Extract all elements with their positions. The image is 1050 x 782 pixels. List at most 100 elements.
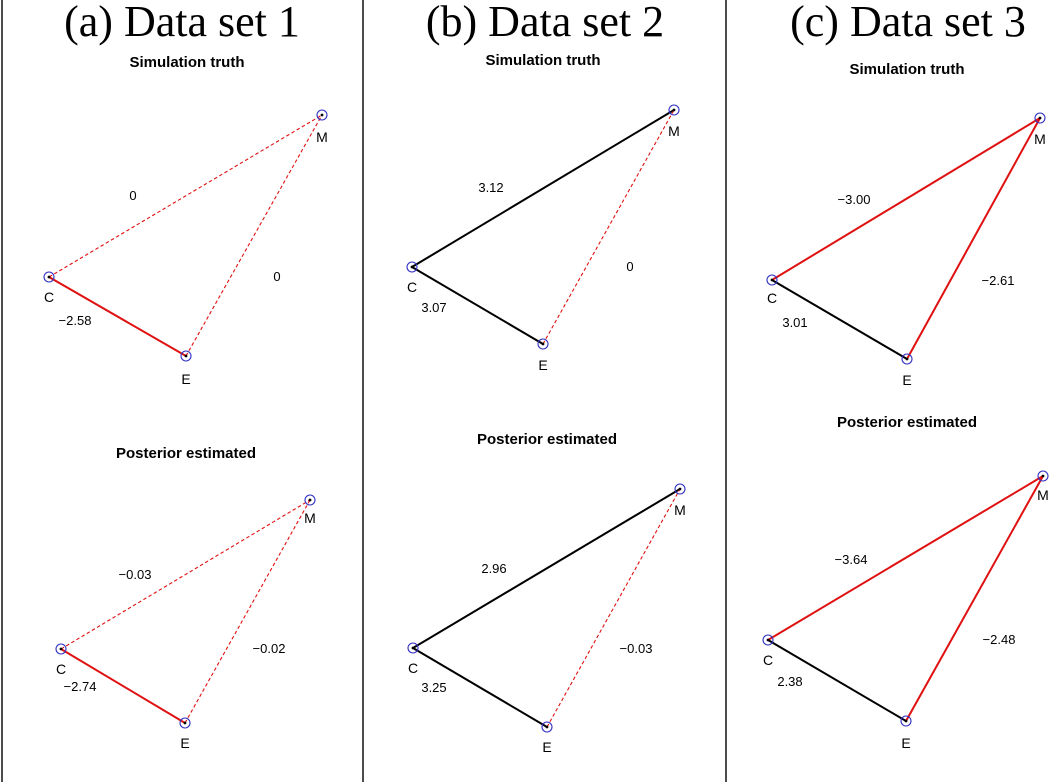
node-center-c [411, 646, 415, 650]
diagram-subtitle: Posterior estimated [116, 445, 256, 462]
panel-b: (b) Data set 2 Simulation truth 3.12 0 3.07 C… [406, 0, 686, 755]
edge-c-e [60, 648, 186, 724]
edge-c-m [411, 109, 675, 268]
edge-label-e-m: −2.48 [983, 632, 1016, 647]
edge-label-c-e: 3.07 [421, 300, 446, 315]
diagram-subtitle: Simulation truth [130, 54, 245, 71]
node-label-m: M [1037, 487, 1049, 503]
posterior-estimated-diagram: Posterior estimated −0.03 −0.02 −2.74 C E M [55, 445, 316, 751]
node-label-e: E [902, 372, 911, 388]
node-label-e: E [901, 735, 910, 751]
panel-c: (c) Data set 3 Simulation truth −3.00 −2.61… [762, 0, 1049, 751]
node-c [406, 261, 418, 273]
node-label-m: M [668, 123, 680, 139]
panel-title: (b) Data set 2 [426, 0, 664, 46]
node-label-e: E [180, 735, 189, 751]
node-center-e [541, 342, 545, 346]
node-label-c: C [763, 652, 773, 668]
edge-e-m [906, 117, 1041, 360]
node-center-c [766, 638, 770, 642]
panel-title: (a) Data set 1 [64, 0, 300, 46]
edge-c-e [412, 647, 548, 728]
edge-label-c-m: −3.00 [838, 192, 871, 207]
edge-label-e-m: 0 [626, 259, 633, 274]
node-label-c: C [44, 289, 54, 305]
edge-label-e-m: −0.03 [620, 641, 653, 656]
node-center-e [183, 721, 187, 725]
edge-c-e [767, 639, 907, 722]
node-center-e [905, 357, 909, 361]
node-c [762, 634, 774, 646]
panel-a: (a) Data set 1 Simulation truth 0 0 −2.58 C E M… [43, 0, 328, 751]
simulation-truth-diagram: Simulation truth 0 0 −2.58 C E M [43, 54, 328, 387]
edge-e-m [185, 114, 323, 357]
diagram-subtitle: Simulation truth [486, 52, 601, 69]
node-label-e: E [538, 357, 547, 373]
edge-c-m [60, 499, 311, 650]
edge-c-m [48, 114, 323, 278]
edge-label-c-e: 2.38 [777, 674, 802, 689]
simulation-truth-diagram: Simulation truth −3.00 −2.61 3.01 C E M [766, 61, 1046, 388]
diagram-subtitle: Posterior estimated [477, 431, 617, 448]
node-m [1034, 112, 1046, 124]
edge-label-c-m: 3.12 [478, 180, 503, 195]
node-label-m: M [674, 502, 686, 518]
node-e [901, 353, 913, 365]
node-center-e [904, 719, 908, 723]
node-label-m: M [316, 129, 328, 145]
node-c [407, 642, 419, 654]
edge-label-c-m: −0.03 [119, 567, 152, 582]
diagram-subtitle: Posterior estimated [837, 414, 977, 431]
node-center-c [410, 265, 414, 269]
node-center-m [308, 498, 312, 502]
edge-label-c-m: 2.96 [481, 561, 506, 576]
edge-e-m [184, 499, 311, 724]
node-label-e: E [542, 739, 551, 755]
node-center-m [1041, 474, 1045, 478]
node-label-e: E [181, 371, 190, 387]
node-c [55, 643, 67, 655]
edge-e-m [542, 109, 675, 345]
node-m [316, 109, 328, 121]
node-label-c: C [56, 661, 66, 677]
edge-label-e-m: −2.61 [982, 273, 1015, 288]
edge-label-c-e: 3.01 [782, 315, 807, 330]
node-e [179, 717, 191, 729]
edge-c-m [767, 475, 1044, 641]
panel-title: (c) Data set 3 [790, 0, 1026, 46]
node-m [304, 494, 316, 506]
edge-label-e-m: −0.02 [253, 641, 286, 656]
node-c [766, 274, 778, 286]
node-center-c [59, 647, 63, 651]
edge-label-c-e: −2.74 [64, 679, 97, 694]
simulation-truth-diagram: Simulation truth 3.12 0 3.07 C E M [406, 52, 680, 373]
edge-e-m [905, 475, 1044, 722]
edge-label-c-e: −2.58 [59, 313, 92, 328]
posterior-estimated-diagram: Posterior estimated −3.64 −2.48 2.38 C E M [762, 414, 1049, 751]
edge-label-c-m: 0 [129, 188, 136, 203]
node-m [674, 483, 686, 495]
node-m [668, 104, 680, 116]
node-center-c [47, 275, 51, 279]
panels: (a) Data set 1 Simulation truth 0 0 −2.58 C E M… [43, 0, 1049, 755]
edge-c-m [771, 117, 1041, 281]
node-c [43, 271, 55, 283]
node-center-e [184, 354, 188, 358]
edge-c-e [48, 276, 187, 357]
edge-c-e [771, 279, 908, 360]
node-label-m: M [304, 510, 316, 526]
node-e [900, 715, 912, 727]
node-center-e [545, 725, 549, 729]
node-label-c: C [767, 290, 777, 306]
node-m [1037, 470, 1049, 482]
node-center-m [678, 487, 682, 491]
node-center-m [320, 113, 324, 117]
node-e [180, 350, 192, 362]
edge-e-m [546, 488, 681, 728]
edge-label-c-e: 3.25 [421, 680, 446, 695]
node-center-c [770, 278, 774, 282]
node-label-m: M [1034, 131, 1046, 147]
edge-c-e [411, 266, 544, 345]
node-label-c: C [408, 660, 418, 676]
